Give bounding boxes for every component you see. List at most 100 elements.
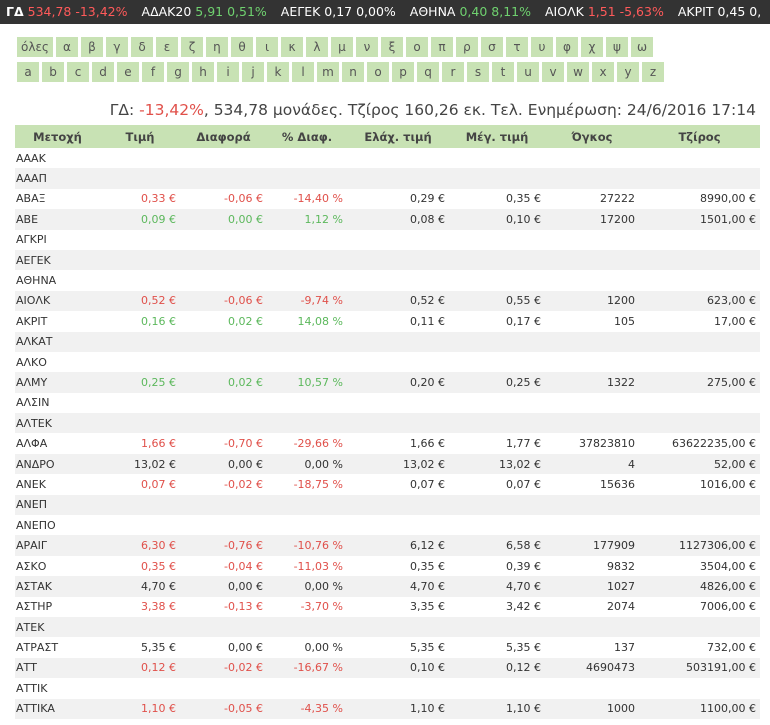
ticker-item[interactable]: ΑΚΡΙΤ 0,45 0, xyxy=(678,4,761,19)
letter-button[interactable]: u xyxy=(516,61,540,83)
letter-button[interactable]: η xyxy=(204,36,229,58)
summary-change: -13,42% xyxy=(139,101,204,119)
letter-button[interactable]: τ xyxy=(504,36,529,58)
column-header[interactable]: Τιμή xyxy=(100,125,180,148)
column-header[interactable]: Μετοχή xyxy=(15,125,100,148)
letter-button[interactable]: όλες xyxy=(16,36,54,58)
empty-cell xyxy=(180,352,267,372)
stock-name[interactable]: ΑΒΑΞ xyxy=(16,192,46,206)
letter-button[interactable]: q xyxy=(416,61,440,83)
stock-name[interactable]: ΑΑΑΚ xyxy=(16,151,46,165)
stock-name[interactable]: ΑΣΚΟ xyxy=(16,559,47,573)
stock-name[interactable]: ΑΤΡΑΣΤ xyxy=(16,641,59,655)
stock-name[interactable]: ΑΑΑΠ xyxy=(15,168,100,189)
letter-button[interactable]: n xyxy=(341,61,365,83)
stock-name[interactable]: ΑΚΡΙΤ xyxy=(16,314,48,328)
column-header[interactable]: Διαφορά xyxy=(180,125,267,148)
stock-name[interactable]: ΑΝΕΚ xyxy=(16,477,46,491)
letter-button[interactable]: ε xyxy=(154,36,179,58)
stock-name[interactable]: ΑΝΕΠ xyxy=(15,494,100,516)
stock-name[interactable]: ΑΛΜΥ xyxy=(15,372,100,393)
letter-button[interactable]: ω xyxy=(629,36,654,58)
letter-button[interactable]: h xyxy=(191,61,215,83)
letter-button[interactable]: a xyxy=(16,61,40,83)
letter-button[interactable]: y xyxy=(616,61,640,83)
letter-button[interactable]: υ xyxy=(529,36,554,58)
stock-name[interactable]: ΑΣΤΗΡ xyxy=(16,600,53,614)
letter-button[interactable]: ο xyxy=(404,36,429,58)
letter-button[interactable]: κ xyxy=(279,36,304,58)
letter-button[interactable]: r xyxy=(441,61,465,83)
letter-button[interactable]: ι xyxy=(254,36,279,58)
column-header[interactable]: % Διαφ. xyxy=(267,125,347,148)
letter-button[interactable]: β xyxy=(79,36,104,58)
letter-button[interactable]: v xyxy=(541,61,565,83)
letter-button[interactable]: φ xyxy=(554,36,579,58)
stock-name[interactable]: ΑΛΚΑΤ xyxy=(15,331,100,352)
letter-button[interactable]: μ xyxy=(329,36,354,58)
ticker-item[interactable]: ΑΙΟΛΚ 1,51 -5,63% xyxy=(545,4,664,19)
letter-button[interactable]: θ xyxy=(229,36,254,58)
stock-name[interactable]: ΑΛΦΑ xyxy=(16,437,48,451)
stock-name[interactable]: ΑΛΚΟ xyxy=(16,355,47,369)
letter-button[interactable]: χ xyxy=(579,36,604,58)
letter-button[interactable]: j xyxy=(241,61,265,83)
column-header[interactable]: Μέγ. τιμή xyxy=(449,125,545,148)
letter-button[interactable]: t xyxy=(491,61,515,83)
stock-name[interactable]: ΑΤΕΚ xyxy=(15,616,100,638)
letter-button[interactable]: d xyxy=(91,61,115,83)
empty-cell xyxy=(449,616,545,638)
letter-button[interactable]: λ xyxy=(304,36,329,58)
ticker-label: ΑΙΟΛΚ xyxy=(545,4,584,19)
stock-name[interactable]: ΑΝΕΠΟ xyxy=(16,518,56,532)
letter-button[interactable]: σ xyxy=(479,36,504,58)
letter-button[interactable]: z xyxy=(641,61,665,83)
stock-name[interactable]: ΑΕΓΕΚ xyxy=(15,249,100,271)
stock-name[interactable]: ΑΘΗΝΑ xyxy=(16,274,57,288)
letter-button[interactable]: ψ xyxy=(604,36,629,58)
ticker-item[interactable]: ΓΔ 534,78 -13,42% xyxy=(6,4,128,19)
stock-name[interactable]: ΑΓΚΡΙ xyxy=(16,233,47,247)
stock-name[interactable]: ΑΛΤΕΚ xyxy=(15,413,100,434)
stock-name[interactable]: ΑΛΣΙΝ xyxy=(16,396,50,410)
letter-button[interactable]: p xyxy=(391,61,415,83)
column-header[interactable]: Όγκος xyxy=(545,125,639,148)
empty-cell xyxy=(639,270,760,290)
letter-button[interactable]: l xyxy=(291,61,315,83)
stock-name[interactable]: ΑΙΟΛΚ xyxy=(15,290,100,312)
letter-button[interactable]: x xyxy=(591,61,615,83)
ticker-item[interactable]: ΑΕΓΕΚ 0,17 0,00% xyxy=(281,4,396,19)
letter-button[interactable]: f xyxy=(141,61,165,83)
column-header[interactable]: Ελάχ. τιμή xyxy=(347,125,449,148)
letter-button[interactable]: w xyxy=(566,61,590,83)
empty-cell xyxy=(545,515,639,535)
letter-button[interactable]: α xyxy=(54,36,79,58)
column-header[interactable]: Τζίρος xyxy=(639,125,760,148)
letter-button[interactable]: b xyxy=(41,61,65,83)
stock-name[interactable]: ΑΤΤΙΚΑ xyxy=(15,698,100,719)
letter-button[interactable]: c xyxy=(66,61,90,83)
letter-button[interactable]: ξ xyxy=(379,36,404,58)
stock-name[interactable]: ΑΒΕ xyxy=(15,209,100,230)
ticker-item[interactable]: ΑΔΑΚ20 5,91 0,51% xyxy=(142,4,267,19)
ticker-item[interactable]: ΑΘΗΝΑ 0,40 8,11% xyxy=(410,4,531,19)
letter-button[interactable]: g xyxy=(166,61,190,83)
letter-button[interactable]: γ xyxy=(104,36,129,58)
letter-button[interactable]: e xyxy=(116,61,140,83)
letter-button[interactable]: m xyxy=(316,61,340,83)
letter-button[interactable]: π xyxy=(429,36,454,58)
stock-name[interactable]: ΑΝΔΡΟ xyxy=(15,453,100,475)
letter-button[interactable]: ζ xyxy=(179,36,204,58)
letter-button[interactable]: ν xyxy=(354,36,379,58)
letter-button[interactable]: s xyxy=(466,61,490,83)
letter-button[interactable]: k xyxy=(266,61,290,83)
letter-button[interactable]: ρ xyxy=(454,36,479,58)
letter-button[interactable]: δ xyxy=(129,36,154,58)
stock-name[interactable]: ΑΣΤΑΚ xyxy=(15,576,100,597)
letter-button[interactable]: o xyxy=(366,61,390,83)
stock-name[interactable]: ΑΤΤ xyxy=(15,657,100,679)
letter-button[interactable]: i xyxy=(216,61,240,83)
stock-name[interactable]: ΑΡΑΙΓ xyxy=(15,535,100,556)
stock-name[interactable]: ΑΤΤΙΚ xyxy=(16,681,48,695)
empty-cell xyxy=(449,270,545,290)
